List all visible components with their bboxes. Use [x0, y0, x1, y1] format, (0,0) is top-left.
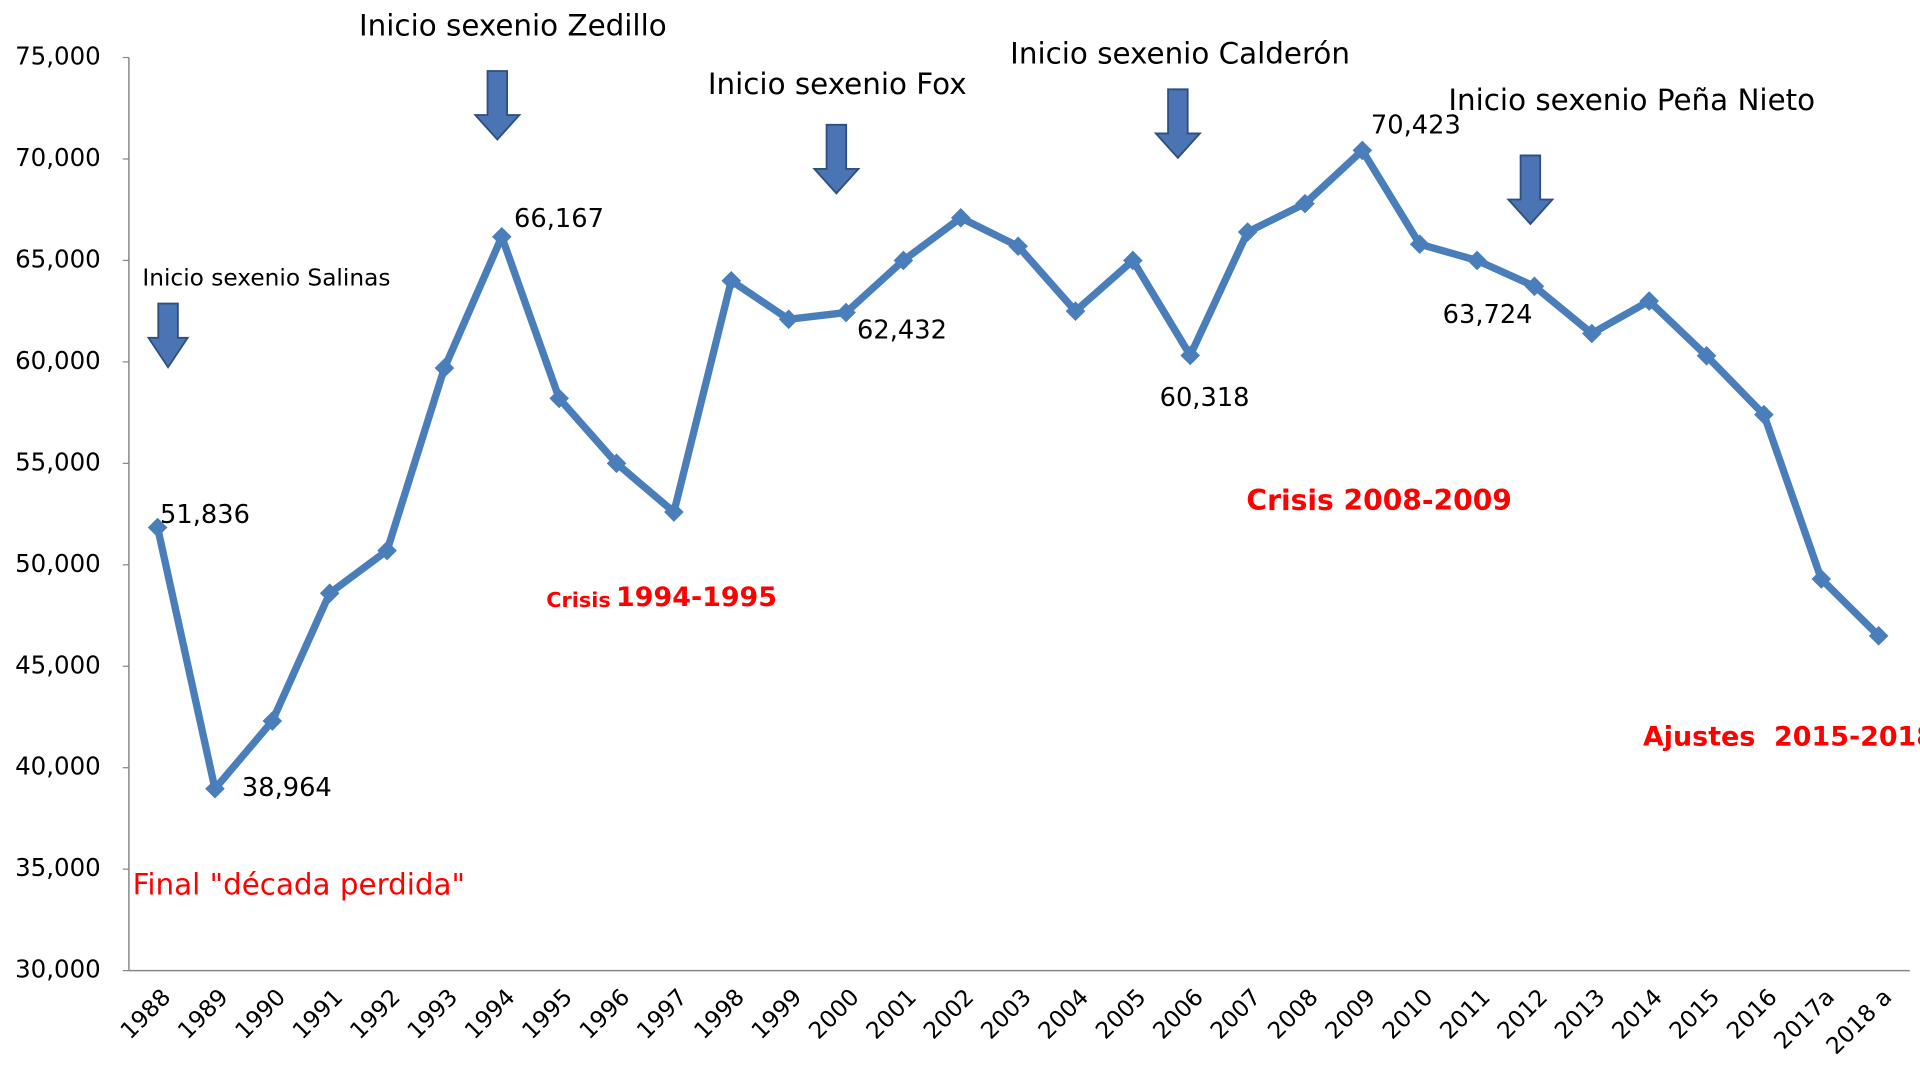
- annotation: Inicio sexenio Fox: [708, 67, 967, 101]
- annotation: Crisis 2008-2009: [1246, 484, 1511, 517]
- y-tick-label: 50,000: [15, 549, 101, 578]
- arrow: [146, 302, 190, 369]
- arrow: [1153, 88, 1202, 160]
- annotation: Inicio sexenio Peña Nieto: [1448, 83, 1815, 117]
- marker: [1180, 345, 1201, 366]
- x-tick-label: 1996: [574, 984, 635, 1045]
- x-tick-label: 2006: [1148, 984, 1209, 1045]
- x-tick-label: 1993: [402, 984, 463, 1045]
- marker: [950, 208, 971, 228]
- x-tick-label: 1994: [459, 984, 520, 1045]
- annotation: Ajustes 2015-2018: [1643, 722, 1920, 753]
- marker: [1811, 569, 1832, 589]
- y-tick-label: 35,000: [15, 853, 101, 882]
- data-label: 38,964: [242, 773, 332, 803]
- arrow: [1506, 154, 1555, 226]
- data-label: 62,432: [857, 315, 947, 345]
- annotation: Inicio sexenio Salinas: [142, 265, 390, 292]
- x-tick-label: 1999: [746, 984, 807, 1045]
- y-tick-label: 55,000: [15, 447, 101, 476]
- data-label: 66,167: [514, 204, 604, 234]
- marker: [1237, 222, 1258, 242]
- marker: [262, 711, 283, 731]
- x-tick-label: 1990: [230, 984, 291, 1045]
- y-tick-label: 45,000: [15, 650, 101, 679]
- x-tick-label: 1988: [115, 984, 176, 1045]
- arrow: [473, 70, 522, 141]
- x-tick-label: 2004: [1033, 984, 1094, 1045]
- x-tick-label: 1989: [173, 984, 234, 1045]
- annotation: 1994-1995: [616, 582, 777, 613]
- x-tick-label: 2014: [1607, 984, 1668, 1045]
- marker: [778, 309, 799, 330]
- x-tick-label: 2005: [1091, 984, 1152, 1045]
- y-tick-label: 75,000: [15, 42, 101, 71]
- marker: [205, 778, 225, 799]
- arrows: [146, 70, 1555, 369]
- marker: [1123, 250, 1143, 271]
- marker: [1696, 346, 1717, 366]
- annotation: Inicio sexenio Calderón: [1010, 37, 1350, 71]
- x-tick-label: 2007: [1205, 984, 1266, 1045]
- y-tick-label: 40,000: [15, 752, 101, 781]
- x-tick-label: 2015: [1664, 984, 1725, 1045]
- x-tick-label: 1991: [287, 984, 348, 1045]
- marker: [1868, 626, 1889, 646]
- y-tick-label: 65,000: [15, 244, 101, 273]
- marker: [664, 502, 684, 522]
- x-tick-label: 2010: [1377, 984, 1438, 1045]
- marker: [1065, 301, 1086, 321]
- data-label: 51,836: [160, 500, 250, 530]
- x-tick-label: 2012: [1492, 984, 1553, 1045]
- marker: [1467, 250, 1487, 271]
- x-tick-label: 2002: [918, 984, 979, 1045]
- x-tick-label: 2001: [861, 984, 922, 1045]
- marker: [434, 358, 455, 378]
- marker: [893, 250, 914, 271]
- x-tick-label: 1998: [689, 984, 750, 1045]
- annotation: Inicio sexenio Zedillo: [359, 8, 667, 42]
- marker: [1582, 323, 1602, 344]
- x-tick-label: 1992: [345, 984, 406, 1045]
- marker: [1008, 236, 1028, 257]
- data-label: 70,423: [1371, 110, 1461, 140]
- y-tick-label: 70,000: [15, 143, 101, 172]
- annotation: Crisis: [546, 588, 611, 612]
- x-tick-label: 2003: [976, 984, 1037, 1045]
- marker: [1295, 193, 1315, 214]
- arrow: [812, 123, 861, 195]
- marker: [721, 270, 742, 291]
- x-tick-label: 2009: [1320, 984, 1381, 1045]
- annotation: Final "década perdida": [133, 868, 465, 902]
- y-tick-label: 60,000: [15, 346, 101, 375]
- marker: [1754, 404, 1774, 425]
- data-label: 60,318: [1160, 383, 1250, 413]
- x-tick-label: 2011: [1435, 984, 1496, 1045]
- data-label: 63,724: [1443, 300, 1533, 330]
- marker: [1639, 291, 1659, 311]
- x-tick-label: 1995: [517, 984, 578, 1045]
- x-tick-label: 2018 a: [1821, 984, 1897, 1060]
- x-tick-label: 2000: [804, 984, 865, 1045]
- y-tick-label: 30,000: [15, 955, 101, 984]
- x-tick-label: 1997: [632, 984, 693, 1045]
- x-tick-label: 2008: [1263, 984, 1324, 1045]
- x-tick-label: 2013: [1550, 984, 1611, 1045]
